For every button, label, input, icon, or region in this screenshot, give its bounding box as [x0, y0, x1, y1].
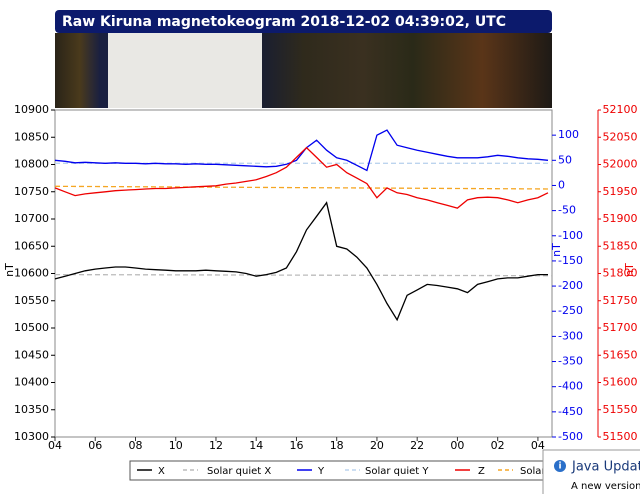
- chart-title: Raw Kiruna magnetokeogram 2018-12-02 04:…: [62, 14, 506, 30]
- y-tick-label: 10800: [14, 158, 49, 171]
- legend-label: Solar quiet Y: [365, 466, 429, 477]
- plot: 04 06 08 10 12 14 16 18 20 22 00 02 0410300103501040…: [14, 103, 638, 452]
- y-tick-label: 10550: [14, 294, 49, 307]
- x-tick-label: 20: [370, 439, 384, 452]
- y3-tick-label: 51500: [603, 430, 638, 443]
- y-tick-label: 10600: [14, 267, 49, 280]
- y-tick-label: 10700: [14, 212, 49, 225]
- popup-text: A new version: [571, 481, 640, 492]
- x-tick-label: 10: [169, 439, 183, 452]
- y-tick-label: 10500: [14, 321, 49, 334]
- info-icon: [554, 460, 566, 472]
- y2-tick-label: -50: [558, 204, 576, 217]
- y-tick-label: 10450: [14, 348, 49, 361]
- y3-axis-label: nT: [623, 263, 636, 277]
- series-line: [54, 273, 553, 277]
- x-tick-label: 12: [209, 439, 223, 452]
- x-tick-label: 08: [128, 439, 142, 452]
- y-tick-label: 10750: [14, 185, 49, 198]
- keogram-blank: [108, 33, 262, 108]
- y3-tick-label: 51650: [603, 348, 638, 361]
- y-axis-label: nT: [3, 263, 16, 277]
- x-tick-label: 06: [88, 439, 102, 452]
- y3-tick-label: 51800: [603, 267, 638, 280]
- x-tick-label: 04: [531, 439, 545, 452]
- legend-label: Y: [317, 466, 325, 477]
- y2-tick-label: -150: [558, 254, 583, 267]
- popup[interactable]: [542, 449, 640, 494]
- y2-tick-label: -350: [558, 355, 583, 368]
- y2-tick-label: -250: [558, 304, 583, 317]
- y3-tick-label: 51750: [603, 294, 638, 307]
- title-bar: [55, 10, 552, 33]
- y-tick-label: 10350: [14, 403, 49, 416]
- y-tick-label: 10300: [14, 430, 49, 443]
- y2-tick-label: -500: [558, 430, 583, 443]
- y3-tick-label: 51900: [603, 212, 638, 225]
- series-line: [54, 201, 548, 322]
- legend-label: Solar quiet X: [207, 466, 271, 477]
- y3-tick-label: 51600: [603, 376, 638, 389]
- y2-tick-label: 100: [558, 128, 579, 141]
- series-line: [54, 129, 549, 172]
- y2-tick-label: 50: [558, 153, 572, 166]
- y-tick-label: 10850: [14, 130, 49, 143]
- y2-tick-label: -300: [558, 329, 583, 342]
- y3-tick-label: 52050: [603, 130, 638, 143]
- y3-tick-label: 52100: [603, 103, 638, 116]
- legend-label: X: [158, 466, 165, 477]
- y2-axis-label: nT: [550, 243, 563, 257]
- y2-tick-label: -450: [558, 405, 583, 418]
- y3-tick-label: 51950: [603, 185, 638, 198]
- y3-tick-label: 51850: [603, 239, 638, 252]
- series-line: [54, 146, 549, 209]
- series-line: [54, 185, 553, 190]
- info-icon-glyph: i: [558, 462, 561, 472]
- x-tick-label: 14: [249, 439, 263, 452]
- y3-tick-label: 51700: [603, 321, 638, 334]
- y2-tick-label: -400: [558, 380, 583, 393]
- x-tick-label: 22: [410, 439, 424, 452]
- x-tick-label: 00: [450, 439, 464, 452]
- y3-tick-label: 51550: [603, 403, 638, 416]
- y-tick-label: 10900: [14, 103, 49, 116]
- x-tick-label: 18: [330, 439, 344, 452]
- plot-area: [54, 109, 553, 438]
- y-tick-label: 10400: [14, 376, 49, 389]
- y-tick-label: 10650: [14, 239, 49, 252]
- x-tick-label: 02: [491, 439, 505, 452]
- x-tick-label: 04: [48, 439, 62, 452]
- legend-label: Z: [478, 466, 485, 477]
- x-tick-label: 16: [289, 439, 303, 452]
- y2-tick-label: -200: [558, 279, 583, 292]
- y2-tick-label: 0: [558, 178, 565, 191]
- popup-title: Java Updat: [571, 460, 640, 475]
- y3-tick-label: 52000: [603, 158, 638, 171]
- y2-tick-label: -100: [558, 229, 583, 242]
